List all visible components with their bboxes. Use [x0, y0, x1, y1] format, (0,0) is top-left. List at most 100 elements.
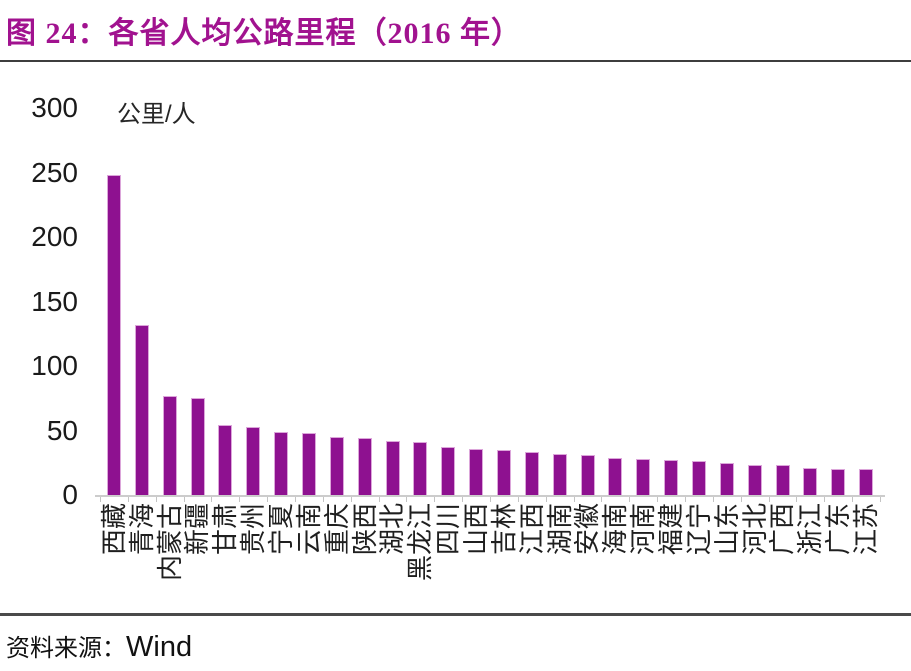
- y-axis-tick-label: 100: [31, 350, 78, 381]
- x-axis-tick: [852, 495, 854, 502]
- x-axis-tick: [740, 495, 742, 502]
- bar-山西: [469, 448, 484, 496]
- x-axis-tick: [685, 495, 686, 502]
- x-axis-label: 河南: [628, 503, 659, 556]
- y-axis-tick-label: 150: [31, 285, 78, 317]
- x-axis-tick: [545, 495, 547, 502]
- x-axis-label-slot: 云南: [293, 503, 324, 618]
- x-axis-label-slot: 西藏: [98, 503, 129, 618]
- x-axis-label-slot: 广东: [823, 503, 854, 618]
- x-axis-tick: [434, 495, 436, 502]
- footer-divider: [0, 613, 911, 616]
- x-axis-label-slot: 吉林: [488, 503, 519, 618]
- x-axis-label: 湖北: [377, 503, 408, 556]
- x-axis-tick: [239, 495, 241, 502]
- x-axis-tick: [824, 495, 826, 502]
- x-axis-line: [95, 495, 885, 497]
- x-axis-label: 重庆: [321, 503, 352, 556]
- x-axis-label-slot: 福建: [656, 503, 686, 618]
- x-axis-label-slot: 甘肃: [210, 503, 241, 618]
- x-axis-label-slot: 江苏: [851, 503, 881, 618]
- x-axis-label: 黑龙江: [405, 503, 436, 582]
- x-axis-tick: [601, 495, 603, 502]
- x-axis-label: 广东: [823, 503, 854, 556]
- x-axis-label: 湖南: [544, 503, 575, 556]
- x-axis-label: 贵州: [238, 503, 269, 556]
- x-axis-tick: [629, 495, 631, 502]
- x-axis-label-slot: 江西: [517, 503, 547, 618]
- bar-安徽: [580, 455, 595, 496]
- x-axis-label: 辽宁: [683, 503, 714, 556]
- x-axis-tick: [768, 495, 770, 502]
- x-axis-label: 陕西: [349, 503, 380, 556]
- x-axis-label: 西藏: [98, 503, 129, 556]
- x-axis-label: 吉林: [488, 503, 519, 556]
- x-axis-tick: [796, 495, 798, 502]
- x-axis-label-slot: 内蒙古: [155, 503, 185, 618]
- x-axis-tick: [657, 495, 659, 502]
- figure-title: 图 24：各省人均公路里程（2016 年）: [6, 17, 522, 50]
- bar-内蒙古: [162, 395, 177, 496]
- x-axis-tick: [211, 495, 213, 502]
- bar-西藏: [106, 175, 121, 496]
- x-axis-label: 山东: [711, 503, 742, 556]
- x-axis-label: 云南: [293, 503, 324, 556]
- x-axis-tick: [573, 495, 575, 502]
- x-axis-tick: [880, 495, 881, 502]
- y-axis-tick-label: 50: [46, 414, 78, 446]
- x-axis-label-slot: 辽宁: [683, 503, 714, 618]
- x-axis-tick: [127, 495, 129, 502]
- x-axis-label-slot: 贵州: [238, 503, 269, 618]
- source-label: 资料来源：: [6, 636, 126, 662]
- x-axis-label: 广西: [767, 503, 798, 556]
- x-axis-label-slot: 宁夏: [266, 503, 296, 618]
- x-axis-label-slot: 青海: [126, 503, 157, 618]
- x-axis-label-slot: 海南: [600, 503, 631, 618]
- bar-湖南: [552, 453, 567, 496]
- x-axis-label-slot: 新疆: [182, 503, 212, 618]
- x-axis-label-slot: 四川: [433, 503, 464, 618]
- x-axis-tick: [406, 495, 408, 502]
- bar-辽宁: [691, 461, 706, 496]
- x-axis-label: 青海: [126, 503, 157, 556]
- x-axis-label: 甘肃: [210, 503, 241, 556]
- x-axis-tick: [100, 495, 101, 502]
- x-axis-label-slot: 湖北: [377, 503, 408, 618]
- x-axis-label-slot: 山东: [711, 503, 742, 618]
- source-value: Wind: [126, 631, 193, 663]
- bar-吉林: [496, 449, 511, 496]
- bar-贵州: [246, 426, 261, 496]
- x-axis-label-slot: 安徽: [572, 503, 603, 618]
- x-axis-tick: [267, 495, 269, 502]
- bar-重庆: [329, 436, 344, 496]
- bar-黑龙江: [413, 442, 428, 496]
- x-axis-tick: [490, 495, 491, 502]
- y-axis-tick-label: 200: [31, 221, 78, 252]
- x-axis-tick: [295, 495, 296, 502]
- bar-广东: [831, 469, 846, 496]
- title-divider: [0, 60, 911, 62]
- bar-甘肃: [218, 425, 233, 496]
- x-axis-label: 四川: [433, 503, 464, 556]
- x-axis-label: 安徽: [572, 503, 603, 556]
- x-axis-label-slot: 山西: [461, 503, 492, 618]
- bar-山东: [719, 462, 734, 496]
- x-axis-label-slot: 重庆: [321, 503, 352, 618]
- bar-广西: [775, 465, 790, 496]
- bar-浙江: [803, 467, 818, 496]
- y-axis-tick-label: 0: [62, 479, 78, 510]
- bar-江苏: [859, 469, 874, 496]
- y-axis-unit-label: 公里/人: [117, 101, 196, 128]
- bar-福建: [664, 460, 679, 496]
- x-axis-tick: [517, 495, 519, 502]
- bar-陕西: [357, 438, 372, 496]
- bar-四川: [441, 447, 456, 496]
- x-axis-label: 海南: [600, 503, 631, 556]
- bar-青海: [134, 324, 149, 496]
- x-axis-label: 山西: [461, 503, 492, 556]
- x-axis-tick: [712, 495, 714, 502]
- x-axis-tick: [155, 495, 157, 502]
- x-axis-tick: [462, 495, 464, 502]
- x-axis-tick: [322, 495, 324, 502]
- x-axis-label-slot: 广西: [767, 503, 798, 618]
